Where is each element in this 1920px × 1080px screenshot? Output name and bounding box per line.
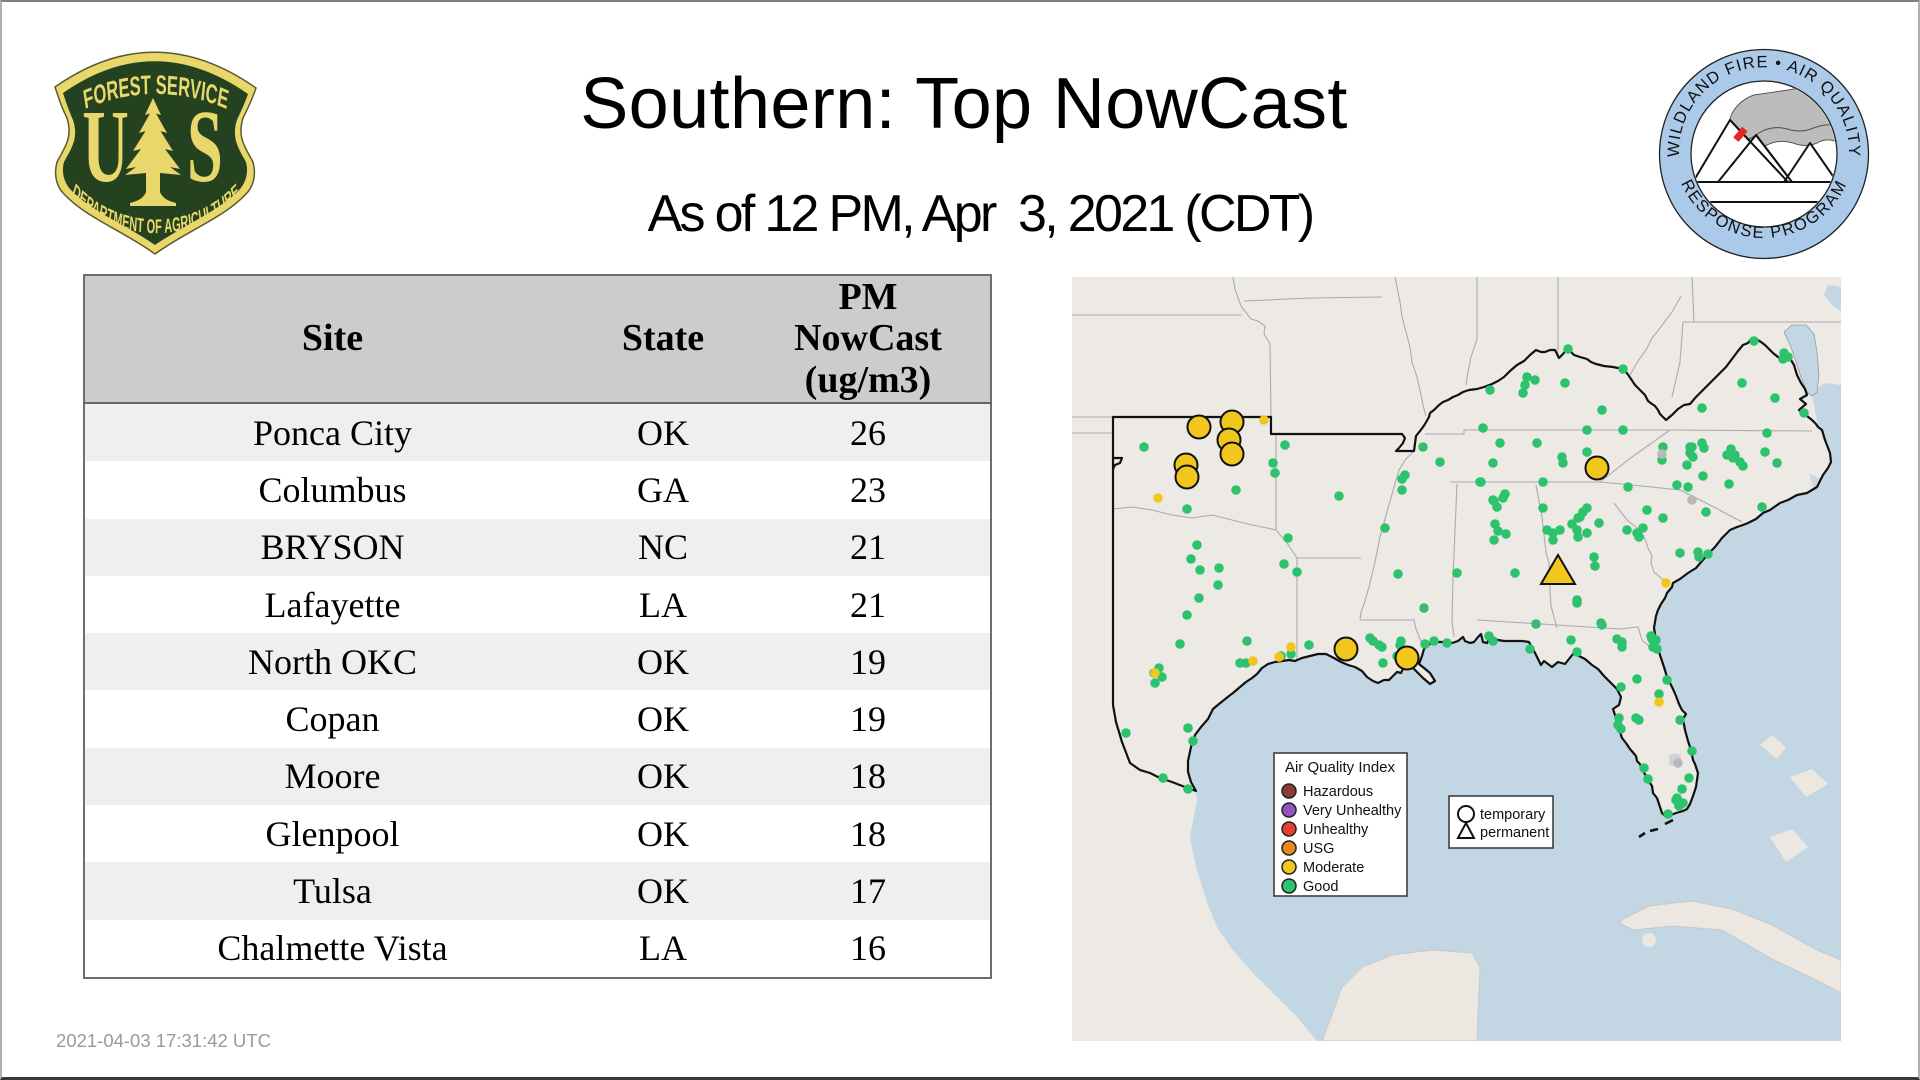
svg-text:U: U [82,88,129,203]
svg-text:Good: Good [1303,879,1338,895]
svg-text:temporary: temporary [1480,807,1546,823]
svg-text:S: S [187,88,223,203]
svg-text:Moderate: Moderate [1303,860,1364,876]
svg-text:Hazardous: Hazardous [1303,784,1373,800]
svg-text:USG: USG [1303,841,1334,857]
svg-text:Unhealthy: Unhealthy [1303,822,1369,838]
svg-text:permanent: permanent [1480,825,1549,841]
svg-text:Very Unhealthy: Very Unhealthy [1303,803,1402,819]
svg-text:Air Quality Index: Air Quality Index [1285,759,1396,776]
